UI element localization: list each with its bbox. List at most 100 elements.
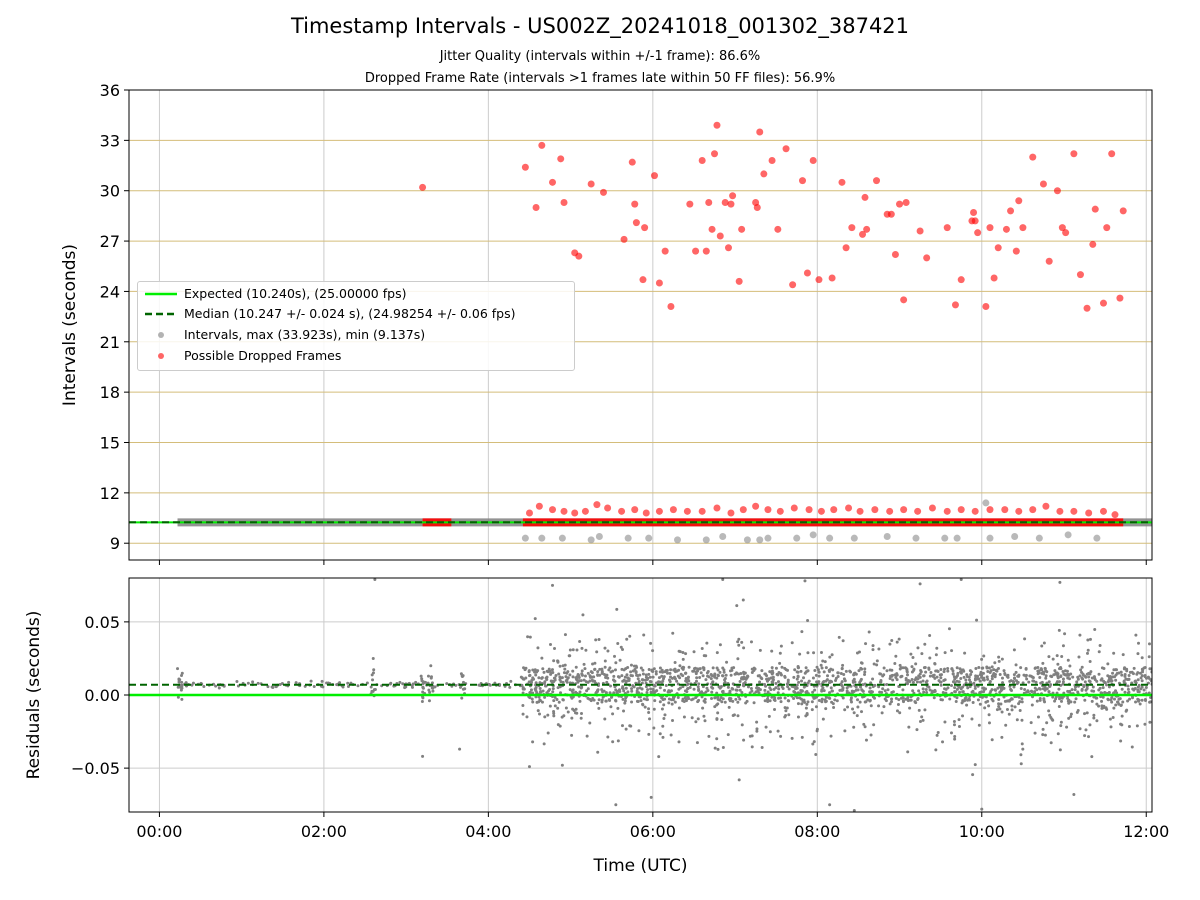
dropped-point: [1089, 240, 1097, 248]
residual-point: [738, 688, 742, 692]
residual-point: [356, 684, 360, 688]
residual-point: [1051, 695, 1055, 699]
residual-point: [742, 738, 746, 742]
residual-point: [724, 673, 728, 677]
residual-point: [783, 674, 787, 678]
residual-point: [701, 706, 705, 710]
residual-point: [704, 678, 708, 682]
dropped-point: [871, 506, 879, 514]
residual-point: [1144, 685, 1148, 689]
residual-point: [1018, 709, 1022, 713]
residual-point: [530, 697, 534, 701]
residual-point: [974, 666, 978, 670]
residual-point: [915, 728, 919, 732]
residual-point: [763, 688, 767, 692]
residual-point: [946, 667, 950, 671]
residual-point: [745, 699, 749, 703]
residual-point: [997, 705, 1001, 709]
residual-point: [859, 685, 863, 689]
residual-point: [821, 680, 825, 684]
residual-point: [918, 672, 922, 676]
dropped-point: [971, 507, 979, 515]
residual-point: [1092, 675, 1096, 679]
legend: Expected (10.240s), (25.00000 fps) Media…: [137, 281, 575, 371]
residual-point: [897, 637, 901, 641]
residual-point: [731, 699, 735, 703]
residual-point: [852, 725, 856, 729]
legend-label-expected: Expected (10.240s), (25.00000 fps): [184, 286, 407, 301]
dropped-point: [655, 507, 663, 515]
residual-point: [648, 717, 652, 721]
dropped-point: [521, 163, 529, 171]
residual-point: [710, 685, 714, 689]
residual-point: [509, 679, 513, 683]
residual-point: [1149, 667, 1152, 671]
residual-point: [984, 700, 988, 704]
residual-point: [959, 687, 963, 691]
residual-point: [966, 686, 970, 690]
residual-point: [928, 656, 932, 660]
residual-point: [922, 690, 926, 694]
residual-point: [915, 680, 919, 684]
residual-point: [797, 680, 801, 684]
residual-point: [557, 672, 561, 676]
residual-point: [817, 670, 821, 674]
residual-point: [732, 666, 736, 670]
dropped-point: [830, 506, 838, 514]
residual-point: [741, 598, 745, 602]
residual-point: [461, 680, 465, 684]
residual-point: [830, 689, 834, 693]
residual-point: [779, 734, 783, 738]
residual-point: [703, 700, 707, 704]
interval-point: [1035, 534, 1043, 542]
residual-point: [636, 677, 640, 681]
residual-point: [606, 735, 610, 739]
residual-point: [1026, 689, 1030, 693]
residual-point: [667, 701, 671, 705]
residual-point: [822, 670, 826, 674]
dropped-point: [861, 193, 869, 201]
residual-point: [1061, 680, 1065, 684]
residual-point: [993, 661, 997, 665]
residual-point: [969, 673, 973, 677]
residual-point: [810, 708, 814, 712]
dropped-point: [1042, 502, 1050, 510]
residual-point: [639, 699, 643, 703]
residual-point: [1041, 661, 1045, 665]
residual-point: [736, 657, 740, 661]
residual-point: [421, 685, 425, 689]
residual-point: [702, 668, 706, 672]
residual-point: [992, 668, 996, 672]
residual-point: [1140, 674, 1144, 678]
residual-point: [551, 690, 555, 694]
residual-point: [1030, 703, 1034, 707]
residual-point: [1080, 688, 1084, 692]
residual-point: [829, 734, 833, 738]
residual-point: [975, 618, 979, 622]
residual-point: [528, 635, 532, 639]
residual-point: [798, 652, 802, 656]
residual-point: [1049, 674, 1053, 678]
residual-point: [780, 665, 784, 669]
dropped-point: [1015, 197, 1023, 205]
residual-point: [933, 662, 937, 666]
residual-point: [341, 685, 345, 689]
residual-point: [1013, 676, 1017, 680]
residual-point: [641, 668, 645, 672]
dropped-point: [628, 158, 636, 166]
residual-point: [524, 676, 528, 680]
residual-point: [1062, 672, 1066, 676]
residual-point: [820, 666, 824, 670]
residual-point: [919, 680, 923, 684]
residual-point: [870, 690, 874, 694]
residual-point: [677, 687, 681, 691]
residual-point: [373, 578, 377, 581]
residual-point: [879, 680, 883, 684]
dropped-point: [419, 183, 427, 191]
residual-point: [1083, 680, 1087, 684]
dropped-point: [828, 274, 836, 282]
residual-point: [873, 696, 877, 700]
residual-point: [738, 697, 742, 701]
residual-point: [711, 680, 715, 684]
residual-point: [539, 690, 543, 694]
